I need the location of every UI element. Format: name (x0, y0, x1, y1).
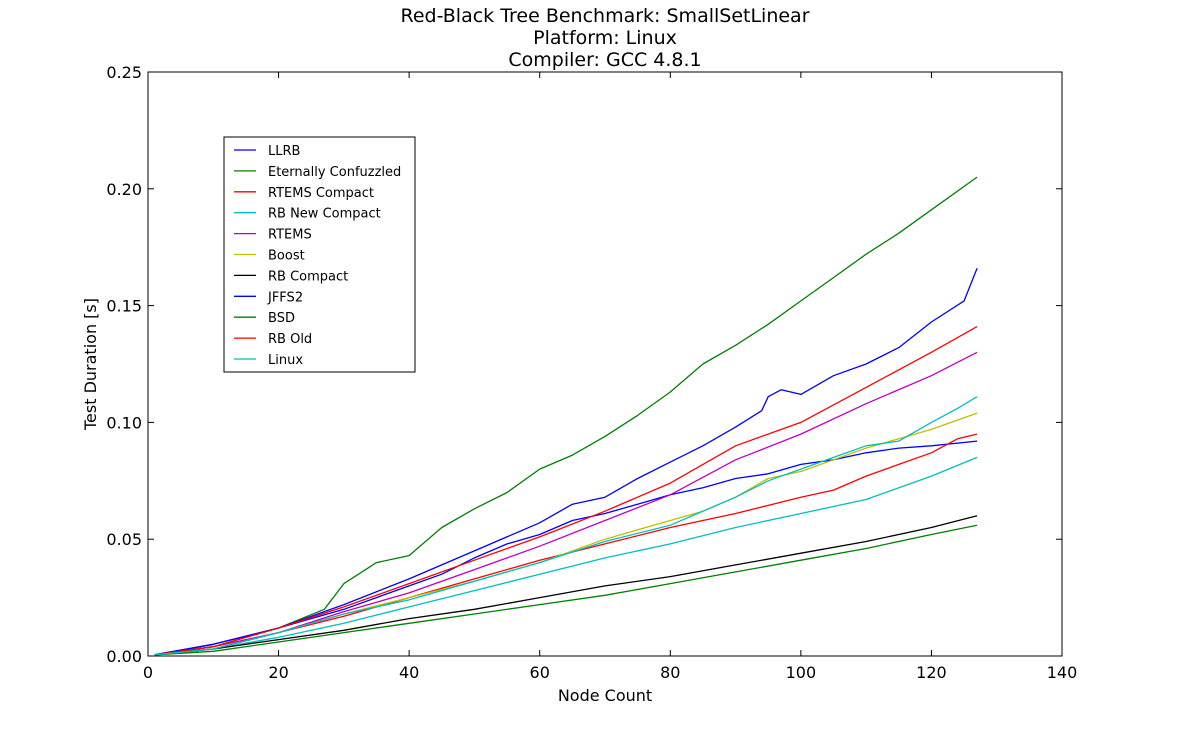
chart-title-line-2: Platform: Linux (533, 27, 677, 49)
y-tick-label: 0.00 (106, 647, 142, 666)
series-line-rb-old (154, 326, 978, 656)
series-line-rb-new-compact (154, 456, 978, 656)
x-axis-ticks: 0 20 40 60 80 100 120 140 (143, 72, 1077, 682)
legend-label-llrb: LLRB (268, 144, 300, 159)
legend: LLRB Eternally Confuzzled RTEMS Compact RB … (223, 136, 416, 373)
x-tick-label: 0 (143, 663, 153, 682)
y-tick-label: 0.20 (106, 180, 142, 199)
series-layer (154, 176, 978, 656)
y-tick-label: 0.15 (106, 297, 142, 316)
legend-label-eternally-confuzzled: Eternally Confuzzled (268, 165, 401, 180)
y-axis-label: Test Duration [s] (81, 298, 100, 431)
y-tick-label: 0.10 (106, 413, 142, 432)
legend-label-rb-new-compact: RB New Compact (268, 207, 381, 222)
chart-title-line-1: Red-Black Tree Benchmark: SmallSetLinear (400, 5, 809, 27)
legend-label-rtems-compact: RTEMS Compact (268, 186, 374, 201)
series-line-jffs2 (154, 267, 978, 656)
y-tick-label: 0.05 (106, 530, 142, 549)
x-tick-label: 60 (530, 663, 550, 682)
x-tick-label: 140 (1047, 663, 1078, 682)
chart-title-line-3: Compiler: GCC 4.8.1 (508, 49, 701, 71)
x-tick-label: 80 (660, 663, 680, 682)
legend-label-jffs2: JFFS2 (267, 290, 303, 305)
series-line-rtems-compact (154, 433, 978, 656)
legend-label-linux: Linux (268, 353, 303, 368)
x-tick-label: 40 (399, 663, 419, 682)
legend-label-rb-compact: RB Compact (268, 269, 348, 284)
y-tick-label: 0.25 (106, 63, 142, 82)
series-line-eternally-confuzzled (154, 176, 978, 656)
series-line-rb-compact (154, 515, 978, 656)
legend-label-bsd: BSD (268, 311, 295, 326)
x-axis-label: Node Count (558, 686, 652, 705)
legend-label-boost: Boost (268, 249, 305, 264)
x-tick-label: 100 (786, 663, 817, 682)
series-line-llrb (154, 440, 978, 656)
x-tick-label: 20 (268, 663, 288, 682)
plot-area-frame (147, 71, 1063, 657)
y-axis-ticks: 0.00 0.05 0.10 0.15 0.20 0.25 (106, 63, 1062, 666)
x-tick-label: 120 (916, 663, 947, 682)
legend-label-rtems: RTEMS (268, 228, 312, 243)
legend-label-rb-old: RB Old (268, 332, 312, 347)
series-line-linux (154, 396, 978, 656)
series-line-bsd (154, 524, 978, 656)
